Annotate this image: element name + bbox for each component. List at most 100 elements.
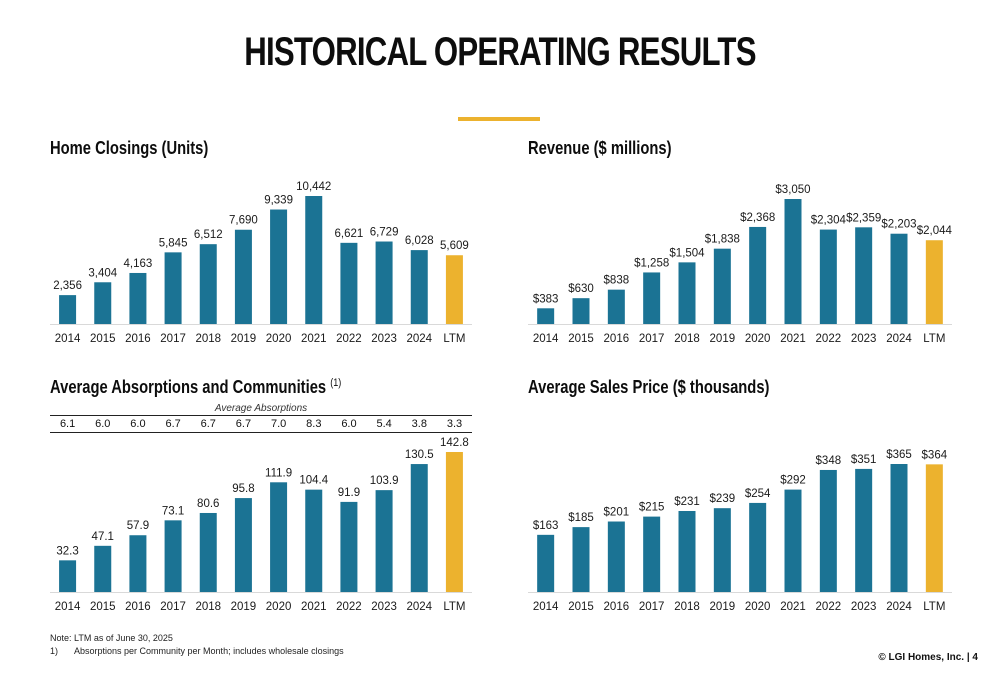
tick-label-2023: 2023 xyxy=(371,333,397,345)
data-label-2023: 103.9 xyxy=(370,475,399,487)
tick-label-2024: 2024 xyxy=(406,601,432,613)
tick-label-2016: 2016 xyxy=(604,333,630,345)
data-label-2016: $201 xyxy=(604,507,630,519)
data-label-2015: 47.1 xyxy=(92,531,114,543)
home-closings-title: Home Closings (Units) xyxy=(50,138,209,158)
data-label-2023: 6,729 xyxy=(370,227,399,239)
absorption-value-2017: 6.7 xyxy=(165,418,181,430)
data-label-2020: $254 xyxy=(745,488,771,500)
tick-label-ltm: LTM xyxy=(443,333,465,345)
bar-2020 xyxy=(749,502,767,592)
absorption-value-2018: 6.7 xyxy=(200,418,216,430)
data-label-2017: 73.1 xyxy=(162,505,184,517)
footnote-text: Absorptions per Community per Month; inc… xyxy=(74,646,344,656)
tick-label-2020: 2020 xyxy=(266,601,292,613)
absorptions-caption: Average Absorptions xyxy=(214,403,308,414)
bar-2022 xyxy=(340,242,358,324)
data-label-2018: 6,512 xyxy=(194,229,223,241)
copyright-footer: © LGI Homes, Inc. | 4 xyxy=(878,652,978,663)
bar-2023 xyxy=(855,227,873,324)
data-label-2015: 3,404 xyxy=(88,267,117,279)
avg-sales-price-title: Average Sales Price ($ thousands) xyxy=(528,377,770,397)
data-label-2016: 4,163 xyxy=(124,258,153,270)
data-label-2015: $185 xyxy=(568,512,594,524)
data-label-2017: $1,258 xyxy=(634,257,669,269)
data-label-2014: $383 xyxy=(533,293,559,305)
bar-2020 xyxy=(749,226,767,324)
bar-2024 xyxy=(410,464,428,592)
tick-label-2022: 2022 xyxy=(336,333,362,345)
tick-label-2015: 2015 xyxy=(90,333,116,345)
tick-label-2016: 2016 xyxy=(604,601,630,613)
data-label-2016: 57.9 xyxy=(127,520,149,532)
bar-2020 xyxy=(270,209,288,324)
bar-2021 xyxy=(305,196,323,324)
footnote-1: 1) Absorptions per Community per Month; … xyxy=(50,645,344,658)
data-label-2014: $163 xyxy=(533,520,559,532)
absorption-value-2014: 6.1 xyxy=(59,418,76,430)
tick-label-2020: 2020 xyxy=(745,333,771,345)
tick-label-2021: 2021 xyxy=(301,601,327,613)
bar-2022 xyxy=(340,501,358,592)
data-label-2024: 6,028 xyxy=(405,235,434,247)
bar-2017 xyxy=(164,252,182,324)
data-label-ltm: $2,044 xyxy=(917,225,953,237)
tick-label-2022: 2022 xyxy=(336,601,362,613)
revenue-chart: $383 2014 $630 2015 $838 2016 $1,258 2017 $1,504… xyxy=(528,184,953,345)
data-label-2019: $239 xyxy=(710,493,736,505)
bar-ltm xyxy=(445,255,463,324)
data-label-ltm: $364 xyxy=(922,449,948,461)
absorption-value-2023: 5.4 xyxy=(376,418,392,430)
absorption-value-2020: 7.0 xyxy=(270,418,287,430)
bar-2016 xyxy=(129,272,147,324)
tick-label-2021: 2021 xyxy=(780,333,806,345)
tick-label-2017: 2017 xyxy=(639,333,665,345)
communities-chart: 32.3 2014 47.1 2015 57.9 2016 73.1 2017 80.6 2018… xyxy=(50,437,472,613)
bar-2022 xyxy=(819,469,837,592)
tick-label-2024: 2024 xyxy=(406,333,432,345)
tick-label-2020: 2020 xyxy=(745,601,771,613)
tick-label-2023: 2023 xyxy=(851,333,877,345)
home-closings-chart: 2,356 2014 3,404 2015 4,163 2016 5,845 2017 6,51… xyxy=(50,181,472,345)
tick-label-2022: 2022 xyxy=(816,601,842,613)
data-label-2018: $231 xyxy=(674,496,700,508)
bar-2023 xyxy=(375,241,393,324)
bar-2015 xyxy=(572,298,590,324)
tick-label-2021: 2021 xyxy=(301,333,327,345)
data-label-2022: $2,304 xyxy=(811,215,847,227)
tick-label-2019: 2019 xyxy=(231,601,257,613)
data-label-2021: 104.4 xyxy=(299,475,328,487)
tick-label-2014: 2014 xyxy=(55,333,81,345)
absorption-value-2022: 6.0 xyxy=(341,418,357,430)
tick-label-2016: 2016 xyxy=(125,333,151,345)
absorption-value-2019: 6.7 xyxy=(235,418,252,430)
data-label-2022: 91.9 xyxy=(338,487,360,499)
avg-sales-price-chart: $163 2014 $185 2015 $201 2016 $215 2017 $231 2018… xyxy=(528,449,952,613)
tick-label-2017: 2017 xyxy=(160,333,186,345)
tick-label-2019: 2019 xyxy=(231,333,257,345)
bar-2015 xyxy=(94,545,112,592)
data-label-2024: $2,203 xyxy=(881,219,916,231)
absorptions-title: Average Absorptions and Communities (1) xyxy=(50,377,341,398)
data-label-2016: $838 xyxy=(604,275,630,287)
tick-label-2018: 2018 xyxy=(195,601,221,613)
tick-label-2014: 2014 xyxy=(533,601,559,613)
tick-label-ltm: LTM xyxy=(443,601,465,613)
tick-label-2015: 2015 xyxy=(90,601,116,613)
tick-label-ltm: LTM xyxy=(923,601,945,613)
tick-label-2018: 2018 xyxy=(674,601,700,613)
data-label-2017: 5,845 xyxy=(159,237,188,249)
bar-2020 xyxy=(270,482,288,592)
data-label-2023: $2,359 xyxy=(846,212,881,224)
bar-2018 xyxy=(678,262,696,324)
data-label-2021: $3,050 xyxy=(775,184,810,196)
bar-2018 xyxy=(199,244,217,324)
bar-2024 xyxy=(890,464,908,592)
absorption-value-2021: 8.3 xyxy=(306,418,322,430)
tick-label-2018: 2018 xyxy=(195,333,221,345)
note-ltm: Note: LTM as of June 30, 2025 xyxy=(50,633,173,643)
bar-2019 xyxy=(234,498,252,592)
data-label-2021: $292 xyxy=(780,475,806,487)
tick-label-2019: 2019 xyxy=(710,333,736,345)
tick-label-2014: 2014 xyxy=(55,601,81,613)
